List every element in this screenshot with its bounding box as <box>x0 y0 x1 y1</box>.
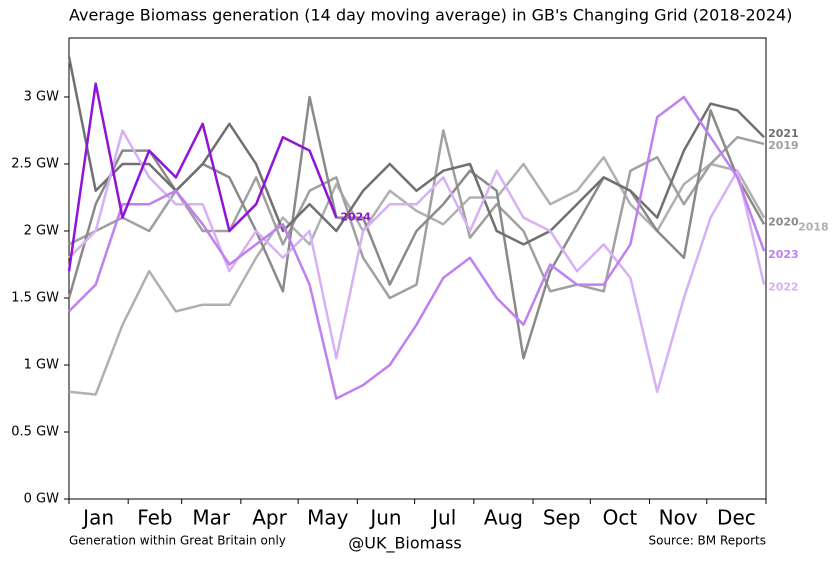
series-label: 2023 <box>768 248 799 261</box>
y-tick-label: 0.5 GW <box>11 424 59 439</box>
y-tick-label: 1.5 GW <box>11 290 59 305</box>
x-tick-label: Sep <box>543 506 581 530</box>
series-line <box>68 95 766 400</box>
x-tick-label: Dec <box>717 506 756 530</box>
x-tick-label: Apr <box>252 506 287 530</box>
footnote: @UK_Biomass <box>348 534 461 554</box>
series-label: 2021 <box>768 127 799 140</box>
series-label: 2020 <box>768 215 799 228</box>
x-tick-label: May <box>307 506 349 530</box>
x-tick-label: Jan <box>81 506 114 530</box>
y-tick-label: 3 GW <box>24 89 59 104</box>
chart-title: Average Biomass generation (14 day movin… <box>69 6 792 25</box>
y-tick-label: 2 GW <box>24 223 59 238</box>
x-tick-label: Aug <box>484 506 523 530</box>
footnote: Source: BM Reports <box>648 534 766 548</box>
y-tick-label: 2.5 GW <box>11 156 59 171</box>
y-tick-label: 1 GW <box>24 357 59 372</box>
x-tick-label: Mar <box>192 506 231 530</box>
x-tick-label: Oct <box>603 506 638 530</box>
plot-frame <box>68 37 767 500</box>
series-line <box>67 82 338 272</box>
x-tick-label: Jul <box>430 506 456 530</box>
y-tick-label: 0 GW <box>24 492 59 507</box>
series-label: 2024 <box>340 211 371 224</box>
series-label: 2022 <box>768 281 799 294</box>
series-line <box>68 129 766 394</box>
series-line <box>68 156 766 396</box>
series-label: 2018 <box>798 221 829 234</box>
x-tick-label: Jun <box>368 506 401 530</box>
series-label: 2019 <box>768 139 799 152</box>
footnote: Generation within Great Britain only <box>69 534 286 548</box>
x-tick-label: Feb <box>137 506 172 530</box>
x-tick-label: Nov <box>659 506 698 530</box>
series-line <box>67 56 765 246</box>
